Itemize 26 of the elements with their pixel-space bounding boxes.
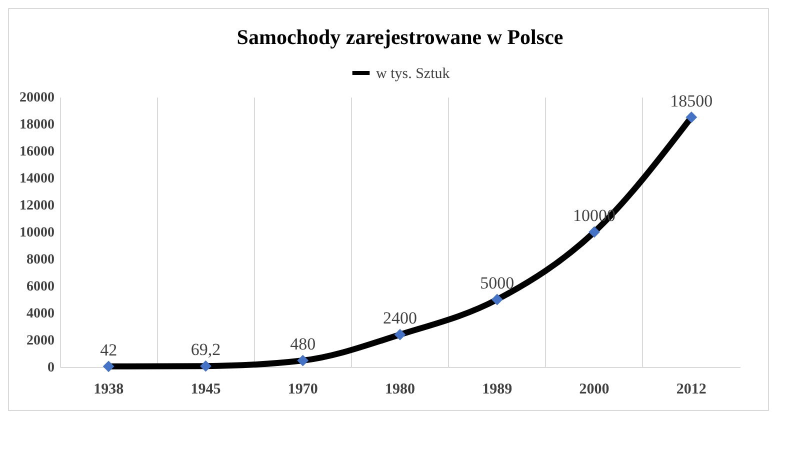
data-label: 5000 — [480, 274, 514, 292]
y-tick-label: 0 — [48, 360, 54, 376]
x-tick-label: 2000 — [579, 382, 610, 398]
data-label: 480 — [290, 334, 316, 354]
x-tick-label: 1938 — [94, 382, 124, 398]
y-tick-label: 10000 — [20, 226, 54, 240]
x-tick-label: 1945 — [190, 382, 221, 398]
y-tick-label: 6000 — [26, 280, 54, 294]
y-tick-label: 18000 — [20, 118, 54, 132]
y-tick-label: 14000 — [20, 172, 54, 186]
y-tick-label: 16000 — [20, 144, 54, 160]
y-tick-label: 12000 — [20, 198, 54, 214]
x-tick-label: 1989 — [482, 382, 512, 398]
data-label: 42 — [100, 340, 118, 360]
x-tick-label: 1980 — [385, 382, 415, 398]
data-label: 2400 — [383, 308, 417, 328]
chart-title: Samochody zarejestrowane w Polsce — [236, 25, 564, 49]
data-label: 69,2 — [190, 340, 221, 360]
x-tick-label: 2012 — [676, 382, 706, 398]
x-tick-label: 1970 — [288, 382, 318, 398]
y-tick-label: 8000 — [26, 252, 54, 268]
legend-label: w tys. Sztuk — [376, 66, 450, 82]
y-tick-label: 4000 — [26, 306, 54, 322]
y-tick-label: 20000 — [20, 90, 54, 106]
y-tick-label: 2000 — [26, 334, 54, 348]
data-label: 18500 — [670, 91, 713, 110]
